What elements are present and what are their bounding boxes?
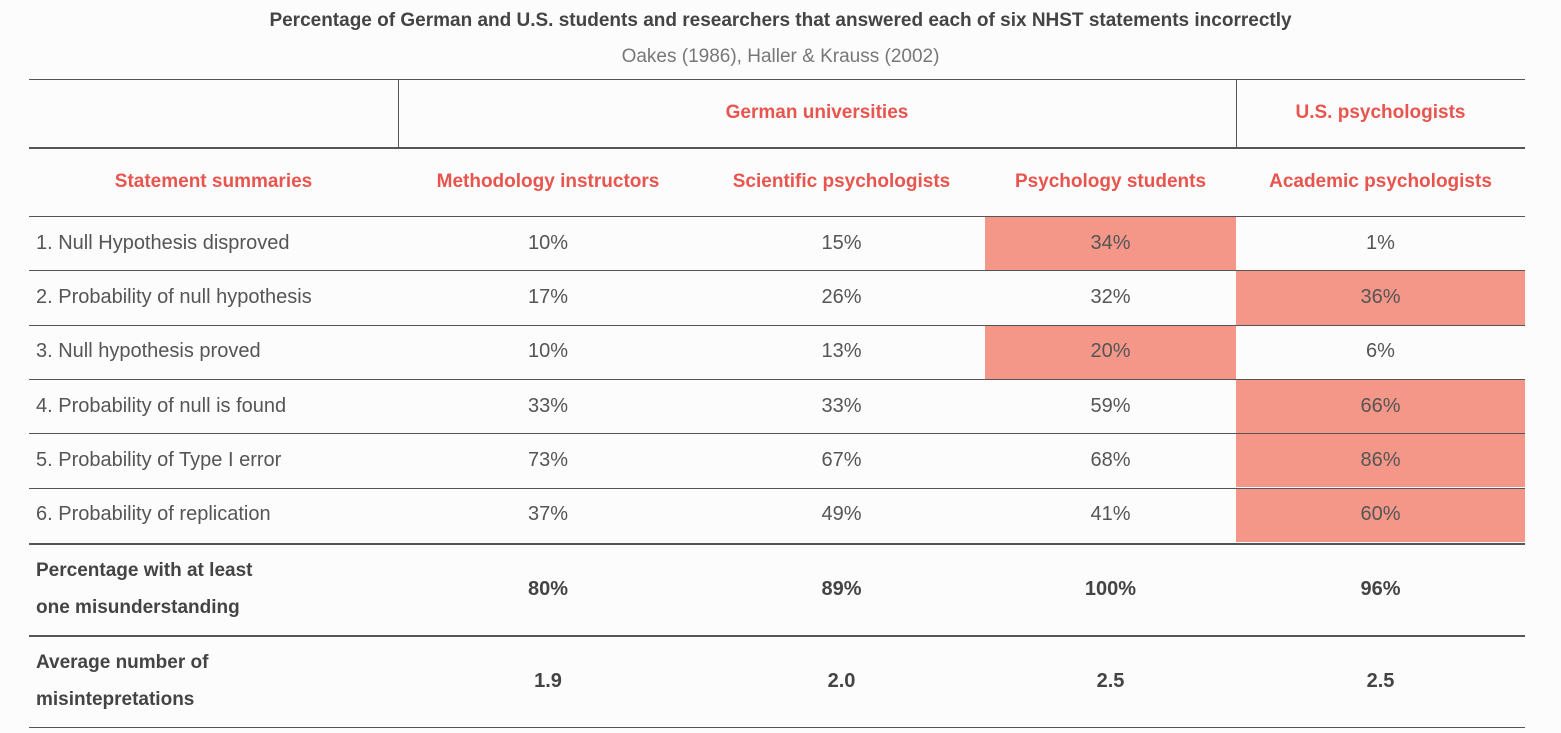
group-box-border <box>1236 79 1237 147</box>
table-cell: 13% <box>821 340 862 363</box>
table-cell: 20% <box>985 324 1236 379</box>
chart-title: Percentage of German and U.S. students a… <box>269 10 1292 31</box>
summary-row-label-line: Average number of <box>36 652 209 673</box>
summary-rule <box>29 635 1525 637</box>
summary-row-label-line: Percentage with at least <box>36 560 253 581</box>
row-rule <box>29 379 1525 380</box>
group-box-border <box>398 79 399 147</box>
table-cell: 32% <box>1090 285 1131 308</box>
table-cell: 36% <box>1236 270 1525 325</box>
row-rule <box>29 270 1525 271</box>
chart-subtitle: Oakes (1986), Haller & Krauss (2002) <box>621 46 940 67</box>
row-label: 5. Probability of Type I error <box>36 448 282 471</box>
table-cell: 37% <box>527 503 569 526</box>
table-cell: 10% <box>527 340 569 363</box>
summary-cell: 2.5 <box>1096 669 1125 692</box>
column-header: Scientific psychologists <box>732 170 951 192</box>
group-header-rule <box>29 147 1525 149</box>
summary-cell: 100% <box>1084 577 1137 600</box>
table-cell: 67% <box>821 448 862 471</box>
column-header: Academic psychologists <box>1269 170 1492 192</box>
bottom-rule <box>29 727 1525 728</box>
summary-cell: 96% <box>1360 577 1401 600</box>
table-cell: 59% <box>1090 394 1131 417</box>
table-cell: 86% <box>1236 433 1525 488</box>
summary-cell: 80% <box>527 577 569 600</box>
table-cell: 41% <box>1090 503 1131 526</box>
row-label: 1. Null Hypothesis disproved <box>36 231 290 254</box>
column-header: Psychology students <box>1014 170 1207 192</box>
summary-cell: 2.5 <box>1366 669 1395 692</box>
summary-row-label-line: one misunderstanding <box>36 597 240 618</box>
row-rule <box>29 488 1525 489</box>
column-header: Methodology instructors <box>436 170 660 192</box>
table-cell: 26% <box>821 285 862 308</box>
group-header: U.S. psychologists <box>1295 102 1466 123</box>
row-rule <box>29 325 1525 326</box>
row-label: 2. Probability of null hypothesis <box>36 285 312 308</box>
table-cell: 49% <box>821 503 862 526</box>
row-label: 6. Probability of replication <box>36 503 271 526</box>
table-cell: 33% <box>821 394 862 417</box>
column-header: Statement summaries <box>114 170 313 192</box>
summary-cell: 1.9 <box>534 669 562 692</box>
table-cell: 33% <box>527 394 569 417</box>
table-cell: 6% <box>1366 340 1395 363</box>
table-cell: 1% <box>1366 231 1395 254</box>
summary-cell: 89% <box>821 577 862 600</box>
top-rule <box>29 79 1525 80</box>
row-label: 3. Null hypothesis proved <box>36 340 261 363</box>
table-cell: 34% <box>985 216 1236 271</box>
summary-rule <box>29 543 1525 545</box>
table-cell: 10% <box>527 231 569 254</box>
table-cell: 17% <box>527 285 569 308</box>
table-cell: 66% <box>1236 378 1525 434</box>
row-label: 4. Probability of null is found <box>36 394 287 417</box>
column-header-rule <box>29 216 1525 217</box>
table-cell: 60% <box>1236 487 1525 542</box>
table-cell: 73% <box>527 448 569 471</box>
summary-row-label: Percentage with at least one misunderstan… <box>29 543 398 635</box>
summary-cell: 2.0 <box>827 669 856 692</box>
table-cell: 68% <box>1090 448 1131 471</box>
row-rule <box>29 433 1525 434</box>
group-header: German universities <box>725 102 909 123</box>
table-cell: 15% <box>821 231 862 254</box>
summary-row-label-line: misintepretations <box>36 689 195 710</box>
summary-row-label: Average number of misintepretations <box>29 635 398 727</box>
